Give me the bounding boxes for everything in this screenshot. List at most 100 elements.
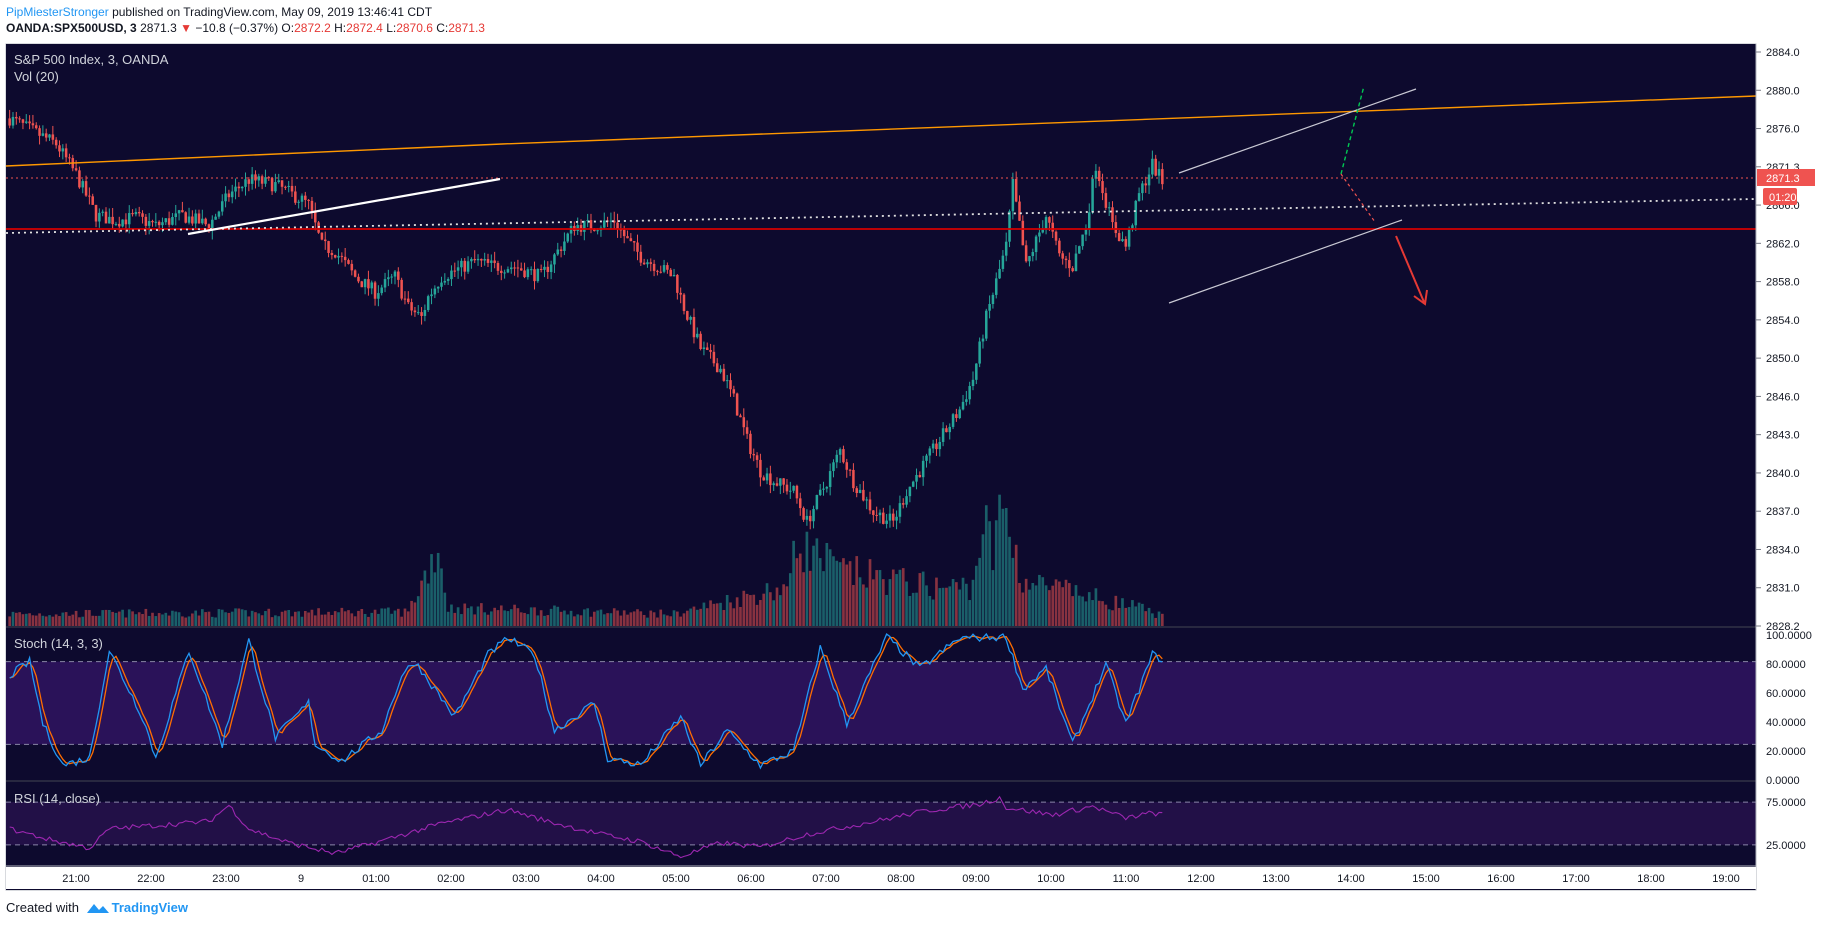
candle	[1044, 215, 1048, 235]
candle	[151, 219, 154, 227]
candle	[749, 430, 752, 459]
candle	[732, 385, 736, 397]
candle-body	[549, 264, 553, 273]
candle-body	[211, 219, 214, 231]
time-scale[interactable]	[6, 867, 1756, 889]
candle	[25, 114, 28, 124]
candle	[705, 342, 709, 351]
candle	[350, 259, 354, 276]
volume-bar	[848, 561, 852, 626]
volume-bar	[1021, 592, 1025, 626]
candle-body	[137, 212, 141, 214]
candle-body	[18, 118, 21, 120]
candle	[888, 505, 892, 528]
volume-bar	[463, 603, 467, 626]
candle-body	[420, 312, 423, 316]
volume-bar	[589, 616, 593, 626]
candle-body	[523, 270, 526, 278]
candle	[1117, 230, 1121, 242]
volume-bar	[725, 594, 729, 626]
volume-bar	[961, 577, 965, 626]
candle	[785, 479, 789, 495]
price-tick-label: 2831.0	[1766, 583, 1800, 595]
candle	[1024, 240, 1028, 263]
time-tick-label: 15:00	[1412, 873, 1440, 885]
candle	[1041, 220, 1045, 234]
countdown-tag	[1763, 188, 1797, 205]
volume-bar	[981, 534, 985, 626]
volume-bar	[68, 615, 71, 626]
candle-body	[114, 223, 118, 225]
candle-body	[357, 276, 360, 282]
candle	[31, 114, 35, 129]
candle	[164, 217, 168, 225]
volume-bar	[317, 608, 320, 626]
candle	[420, 307, 423, 325]
time-tick-label: 04:00	[587, 873, 615, 885]
candle-body	[1131, 225, 1134, 230]
volume-bar	[626, 614, 629, 626]
candle	[526, 267, 530, 280]
volume-bar	[1121, 598, 1124, 626]
volume-bar	[586, 608, 589, 626]
candle	[1058, 238, 1061, 257]
candle	[965, 390, 968, 406]
volume-bar	[519, 612, 523, 626]
candle-body	[217, 211, 221, 217]
candle-body	[413, 310, 417, 313]
candle	[576, 217, 579, 235]
candle	[453, 262, 457, 278]
candle	[174, 204, 178, 226]
candle	[1081, 234, 1084, 250]
candle	[217, 210, 221, 219]
candle	[98, 208, 101, 228]
volume-bar	[918, 573, 922, 626]
footer-brand[interactable]: TradingView	[111, 900, 188, 915]
candle	[626, 230, 629, 239]
candle-body	[679, 292, 682, 295]
volume-bar	[612, 608, 616, 626]
time-tick-label: 16:00	[1487, 873, 1515, 885]
volume-bar	[881, 579, 885, 626]
candle	[852, 463, 855, 492]
candle	[280, 180, 284, 195]
candle	[666, 262, 669, 274]
candle-body	[416, 312, 420, 314]
volume-bar	[1134, 606, 1138, 626]
candle-body	[832, 462, 835, 472]
rsi-axis-ticks: 75.0000 25.0000	[1766, 797, 1806, 852]
candle-body	[423, 310, 427, 316]
volume-bar	[187, 616, 191, 626]
open-label: O:	[281, 21, 295, 35]
volume-bar	[1074, 585, 1078, 626]
volume-bar	[367, 616, 370, 626]
volume-bar	[466, 608, 470, 626]
candle-body	[752, 454, 756, 456]
candle	[1151, 150, 1154, 178]
candle-body	[759, 459, 762, 478]
volume-bar	[788, 573, 792, 626]
volume-bar	[699, 608, 702, 626]
volume-bar	[672, 610, 676, 626]
candle-body	[167, 218, 171, 225]
volume-bar	[340, 607, 344, 626]
volume-bar	[1101, 601, 1104, 626]
author-link[interactable]: PipMiesterStronger	[6, 5, 109, 19]
volume-bar	[885, 594, 888, 626]
candle	[496, 260, 500, 275]
candle	[187, 207, 191, 225]
candle-body	[1038, 232, 1041, 237]
candle-body	[656, 270, 659, 272]
volume-bar	[177, 612, 181, 626]
candle	[1131, 223, 1134, 232]
candle	[54, 137, 58, 149]
volume-bar	[337, 612, 340, 626]
candle	[951, 413, 955, 430]
candle	[689, 315, 692, 325]
candle-body	[483, 259, 486, 261]
candle	[1031, 248, 1035, 262]
candle-body	[48, 134, 51, 138]
candle	[244, 172, 247, 196]
price-tick-label: 2837.0	[1766, 506, 1800, 518]
